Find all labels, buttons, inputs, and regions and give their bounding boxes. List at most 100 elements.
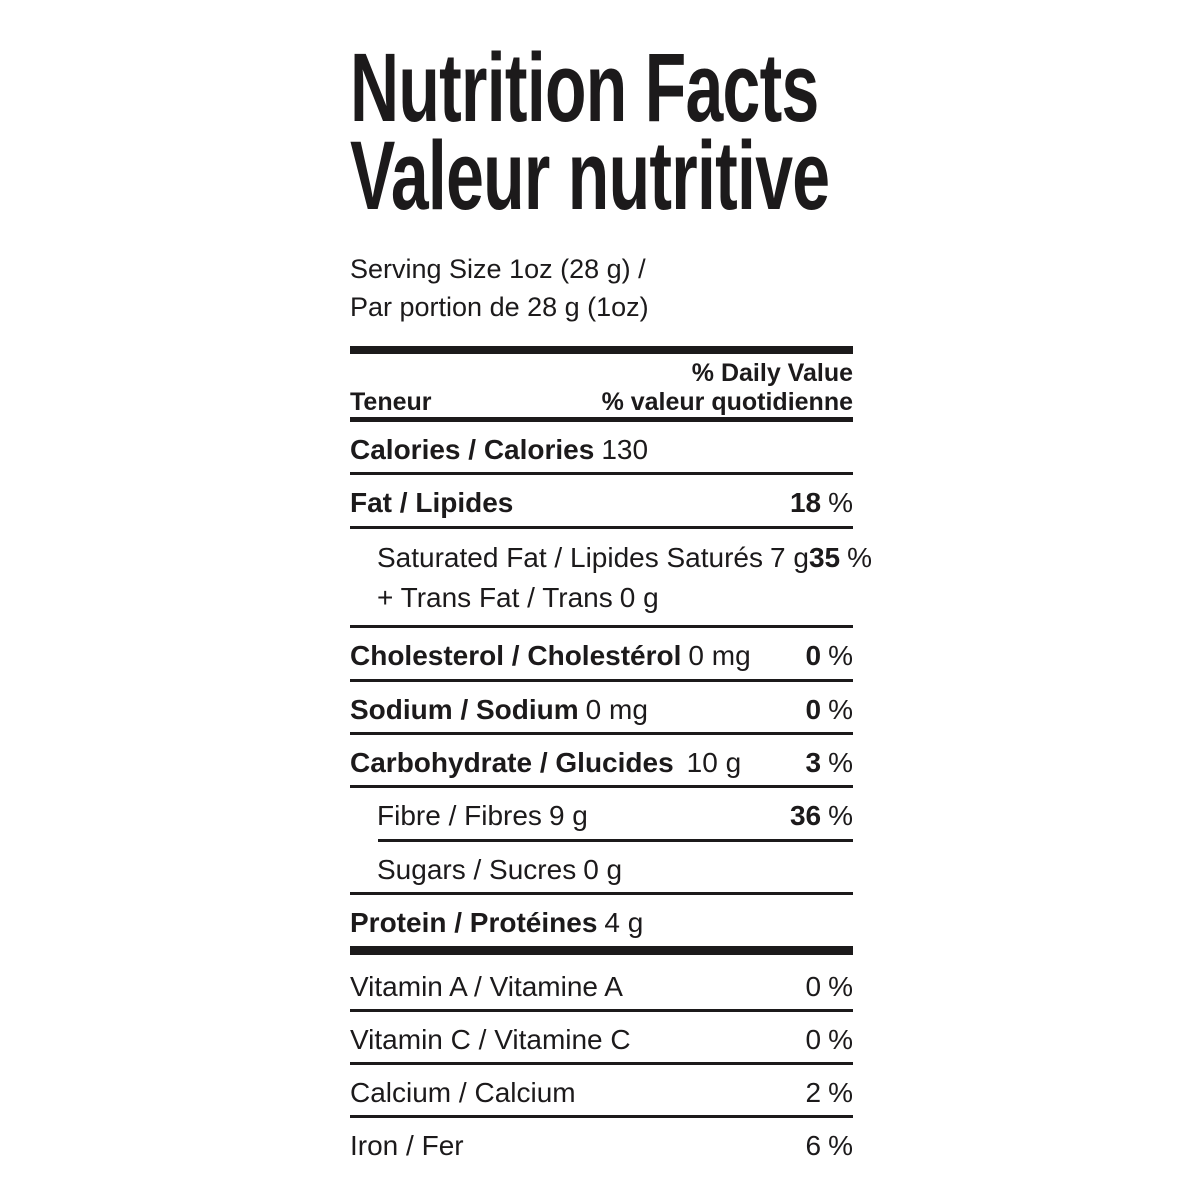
protein-name: Protein / Protéines xyxy=(350,907,598,938)
fat-dv-number: 18 xyxy=(789,487,822,518)
iron-name: Iron / Fer xyxy=(350,1130,464,1161)
trans-fat-amount: 0 g xyxy=(619,582,659,613)
fibre-name: Fibre / Fibres xyxy=(377,800,542,831)
vitamin-a-dv-number: 0 xyxy=(805,971,822,1002)
sugars-label: Sugars / Sucres 0 g xyxy=(350,852,622,888)
percent-daily-value-header: % Daily Value % valeur quotidienne xyxy=(602,359,853,417)
fibre-label: Fibre / Fibres 9 g xyxy=(350,798,588,834)
cholesterol-label: Cholesterol / Cholestérol 0 mg xyxy=(350,638,751,674)
sodium-dv-number: 0 xyxy=(805,694,822,725)
calories-name: Calories / Calories xyxy=(350,434,595,465)
sodium-amount: 0 mg xyxy=(585,694,648,725)
saturated-fat-amount: 7 g xyxy=(770,542,809,573)
rule xyxy=(350,1115,853,1118)
vitamin-a-dv-percent-sign: % xyxy=(828,971,853,1002)
percent-daily-value-english: % Daily Value xyxy=(691,359,853,387)
saturated-fat-dv-number: 35 xyxy=(808,542,841,573)
calories-amount: 130 xyxy=(601,434,649,465)
rule-indented xyxy=(378,839,853,842)
row-sugars: Sugars / Sucres 0 g xyxy=(350,842,853,892)
carbohydrate-dv-percent-sign: % xyxy=(828,747,853,778)
iron-label: Iron / Fer xyxy=(350,1128,464,1164)
row-vitamin-c: Vitamin C / Vitamine C 0% xyxy=(350,1012,853,1062)
vitamin-c-dv-number: 0 xyxy=(805,1024,822,1055)
cholesterol-dv-percent-sign: % xyxy=(828,640,853,671)
fat-label: Fat / Lipides xyxy=(350,485,513,521)
fibre-amount: 9 g xyxy=(548,800,588,831)
trans-fat-line: + Trans Fat / Trans 0 g xyxy=(377,578,809,618)
vitamin-a-label: Vitamin A / Vitamine A xyxy=(350,969,623,1005)
sodium-name: Sodium / Sodium xyxy=(350,694,579,725)
top-rule xyxy=(350,346,853,354)
saturated-trans-label: Saturated Fat / Lipides Saturés 7 g + Tra… xyxy=(350,538,809,618)
calcium-daily-value: 2% xyxy=(806,1075,853,1111)
nutrition-facts-label: Nutrition Facts Valeur nutritive Serving … xyxy=(350,39,872,1168)
calcium-label: Calcium / Calcium xyxy=(350,1075,576,1111)
rule xyxy=(350,1062,853,1065)
vitamin-a-name: Vitamin A / Vitamine A xyxy=(350,971,623,1002)
vitamin-c-dv-percent-sign: % xyxy=(828,1024,853,1055)
amount-header: Teneur xyxy=(350,388,432,416)
carbohydrate-dv-number: 3 xyxy=(805,747,822,778)
sodium-label: Sodium / Sodium 0 mg xyxy=(350,692,648,728)
calcium-name: Calcium / Calcium xyxy=(350,1077,576,1108)
rule xyxy=(350,892,853,895)
vitamin-a-daily-value: 0% xyxy=(806,969,853,1005)
carbohydrate-name: Carbohydrate / Glucides xyxy=(350,747,674,778)
carbohydrate-daily-value: 3% xyxy=(806,745,853,781)
fibre-dv-number: 36 xyxy=(789,800,822,831)
title-english: Nutrition Facts xyxy=(350,33,819,142)
iron-daily-value: 6% xyxy=(806,1128,853,1164)
iron-dv-percent-sign: % xyxy=(828,1130,853,1161)
row-sodium: Sodium / Sodium 0 mg 0% xyxy=(350,682,853,732)
sugars-amount: 0 g xyxy=(583,854,623,885)
row-fibre: Fibre / Fibres 9 g 36% xyxy=(350,788,853,839)
carbohydrate-amount: 10 g xyxy=(686,747,742,778)
rule xyxy=(350,679,853,682)
sugars-name: Sugars / Sucres xyxy=(377,854,577,885)
daily-value-header: Teneur % Daily Value % valeur quotidienn… xyxy=(350,354,853,417)
saturated-fat-dv-percent-sign: % xyxy=(847,542,872,573)
trans-fat-name: + Trans Fat / Trans xyxy=(377,582,613,613)
row-calories: Calories / Calories 130 xyxy=(350,422,853,472)
fibre-dv-percent-sign: % xyxy=(828,800,853,831)
row-carbohydrate: Carbohydrate / Glucides 10 g 3% xyxy=(350,735,853,785)
row-saturated-trans-fat: Saturated Fat / Lipides Saturés 7 g + Tra… xyxy=(350,529,872,625)
mid-rule xyxy=(350,946,853,955)
row-fat: Fat / Lipides 18% xyxy=(350,475,853,526)
saturated-fat-name: Saturated Fat / Lipides Saturés xyxy=(377,542,763,573)
sodium-dv-percent-sign: % xyxy=(828,694,853,725)
calcium-dv-percent-sign: % xyxy=(828,1077,853,1108)
serving-size: Serving Size 1oz (28 g) / Par portion de… xyxy=(350,250,853,326)
header-rule xyxy=(350,417,853,422)
calories-label: Calories / Calories 130 xyxy=(350,432,648,468)
calcium-dv-number: 2 xyxy=(805,1077,822,1108)
saturated-fat-line: Saturated Fat / Lipides Saturés 7 g xyxy=(377,538,809,578)
rule xyxy=(350,625,853,628)
serving-size-french: Par portion de 28 g (1oz) xyxy=(350,292,649,322)
sodium-daily-value: 0% xyxy=(806,692,853,728)
row-protein: Protein / Protéines 4 g xyxy=(350,895,853,946)
protein-amount: 4 g xyxy=(604,907,644,938)
rule xyxy=(350,526,853,529)
serving-size-english: Serving Size 1oz (28 g) / xyxy=(350,254,646,284)
vitamin-c-daily-value: 0% xyxy=(806,1022,853,1058)
percent-daily-value-french: % valeur quotidienne xyxy=(601,388,853,416)
fibre-daily-value: 36% xyxy=(790,798,853,834)
row-calcium: Calcium / Calcium 2% xyxy=(350,1065,853,1115)
rule xyxy=(350,785,853,788)
row-cholesterol: Cholesterol / Cholestérol 0 mg 0% xyxy=(350,628,853,679)
cholesterol-daily-value: 0% xyxy=(806,638,853,674)
rule xyxy=(350,732,853,735)
rule xyxy=(350,472,853,475)
carbohydrate-label: Carbohydrate / Glucides 10 g xyxy=(350,745,741,781)
protein-label: Protein / Protéines 4 g xyxy=(350,905,643,941)
vitamin-c-name: Vitamin C / Vitamine C xyxy=(350,1024,631,1055)
saturated-fat-daily-value: 35% xyxy=(809,538,872,578)
vitamin-c-label: Vitamin C / Vitamine C xyxy=(350,1022,631,1058)
iron-dv-number: 6 xyxy=(805,1130,822,1161)
row-iron: Iron / Fer 6% xyxy=(350,1118,853,1168)
title-french: Valeur nutritive xyxy=(350,121,830,230)
fat-name: Fat / Lipides xyxy=(350,487,514,518)
fat-dv-percent-sign: % xyxy=(828,487,853,518)
